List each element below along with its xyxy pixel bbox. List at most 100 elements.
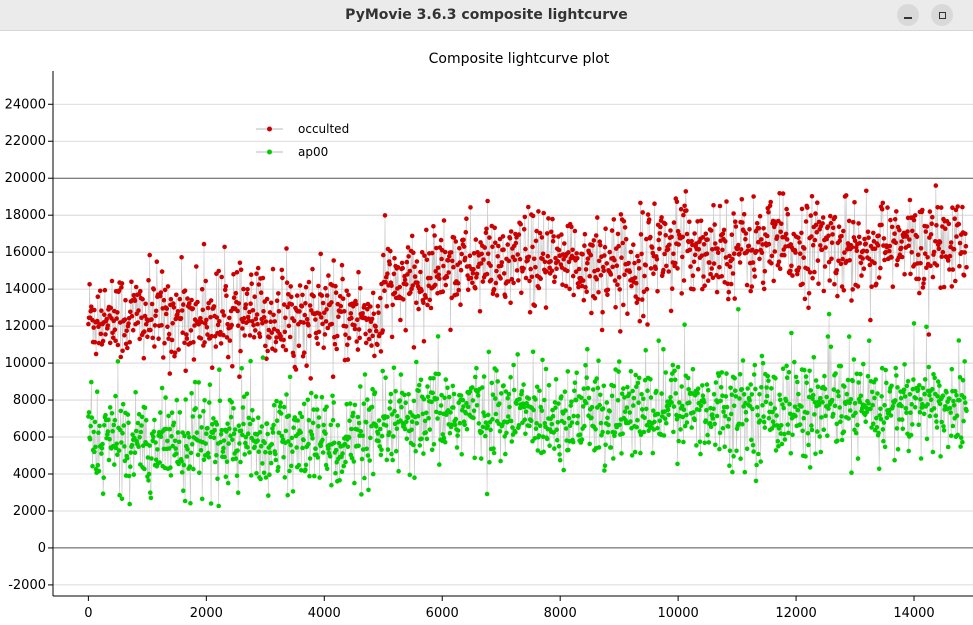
data-point [502, 434, 508, 439]
data-point [757, 213, 763, 219]
data-point [675, 364, 681, 370]
data-point [454, 292, 460, 297]
data-point [379, 447, 384, 453]
data-point [427, 427, 433, 432]
data-point [174, 397, 180, 403]
data-point [690, 366, 696, 372]
data-point [718, 385, 724, 390]
data-point [465, 287, 471, 293]
data-point [705, 278, 711, 283]
series-lines [88, 185, 967, 507]
data-point [616, 275, 622, 280]
data-point [668, 395, 673, 400]
data-point [927, 393, 932, 398]
data-point [244, 391, 250, 397]
data-point [183, 397, 188, 402]
data-point [179, 458, 184, 464]
data-point [253, 328, 258, 333]
data-point [565, 369, 571, 374]
data-point [372, 353, 377, 359]
data-point [161, 355, 166, 360]
data-point [682, 322, 687, 328]
data-point [818, 243, 823, 248]
data-point [223, 284, 229, 289]
data-point [216, 268, 221, 274]
data-point [593, 427, 598, 432]
data-point [804, 380, 809, 386]
data-point [184, 332, 189, 337]
data-point [830, 411, 836, 417]
data-point [930, 214, 935, 220]
data-point [241, 421, 246, 427]
data-point [852, 200, 857, 205]
data-point [922, 391, 927, 397]
data-point [907, 392, 913, 397]
data-point [605, 430, 611, 435]
data-point [769, 261, 774, 266]
data-point [509, 276, 515, 282]
data-point [168, 465, 173, 470]
data-point [247, 333, 253, 338]
data-point [343, 332, 348, 338]
data-point [180, 330, 185, 336]
data-point [723, 413, 728, 419]
data-point [309, 390, 314, 396]
data-point [751, 267, 757, 272]
data-point [814, 230, 819, 235]
data-point [833, 371, 838, 376]
data-point [803, 219, 809, 224]
data-point [243, 434, 249, 440]
minimize-button[interactable] [897, 4, 919, 26]
data-point [404, 419, 409, 425]
data-point [453, 239, 459, 244]
data-point [369, 316, 375, 322]
data-point [102, 287, 108, 293]
data-point [618, 329, 623, 334]
data-point [235, 490, 241, 496]
data-point [526, 204, 531, 210]
data-point [218, 432, 224, 437]
data-point [317, 475, 322, 480]
data-point [603, 442, 608, 448]
data-point [201, 241, 207, 247]
data-point [580, 404, 586, 409]
data-point [428, 275, 433, 281]
data-point [710, 412, 715, 417]
data-point [438, 237, 444, 243]
data-point [851, 219, 856, 225]
data-point [246, 318, 252, 324]
data-point [158, 293, 163, 299]
data-point [373, 328, 379, 334]
data-point [730, 271, 736, 276]
data-point [897, 227, 902, 233]
data-point [250, 408, 255, 413]
data-point [301, 437, 306, 443]
data-point [331, 258, 337, 263]
data-point [593, 233, 599, 238]
data-point [205, 305, 211, 311]
data-point [324, 466, 330, 472]
data-point [270, 266, 276, 272]
data-point [279, 433, 285, 439]
data-point [389, 412, 395, 417]
data-point [727, 253, 732, 259]
data-point [432, 282, 438, 288]
data-point [873, 377, 878, 382]
data-point [747, 398, 752, 403]
data-point [676, 242, 681, 247]
data-point [775, 439, 781, 444]
data-point [874, 425, 880, 430]
data-point [297, 283, 303, 288]
data-point [199, 287, 205, 292]
data-point [630, 388, 635, 394]
data-point [892, 398, 898, 403]
data-point [318, 251, 324, 257]
data-point [920, 285, 926, 290]
data-point [186, 301, 192, 306]
data-point [759, 250, 765, 255]
data-point [119, 496, 125, 502]
maximize-button[interactable] [931, 4, 953, 26]
data-point [137, 435, 142, 440]
data-point [365, 306, 370, 312]
data-point [379, 433, 385, 439]
